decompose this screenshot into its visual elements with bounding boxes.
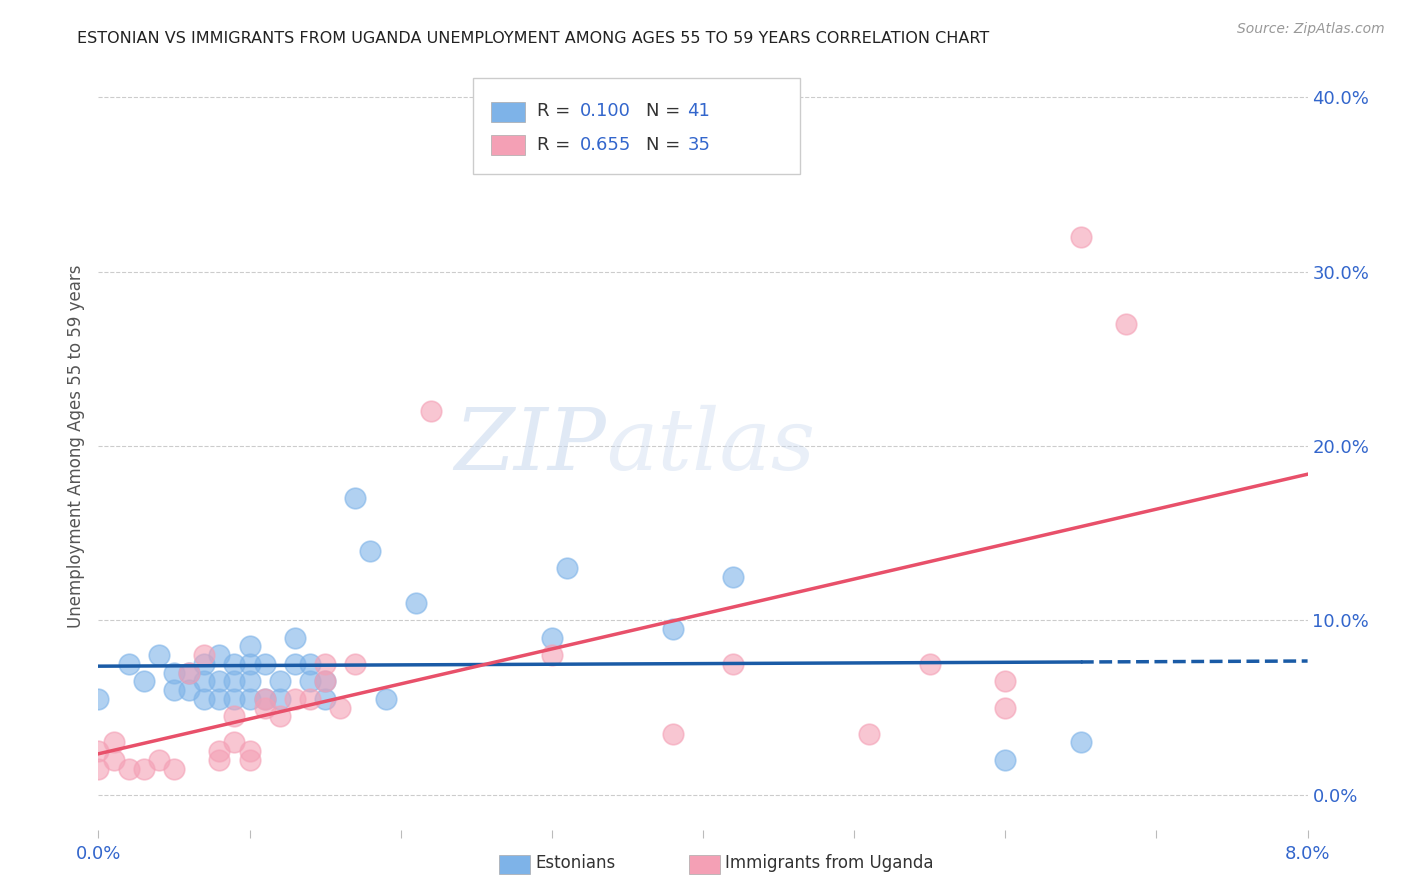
Text: ZIP: ZIP — [454, 405, 606, 487]
Point — [284, 691, 307, 706]
Point — [193, 648, 215, 663]
FancyBboxPatch shape — [474, 78, 800, 174]
Point — [224, 657, 246, 671]
Point — [239, 744, 262, 758]
Text: 0.655: 0.655 — [579, 136, 631, 153]
Point — [253, 700, 276, 714]
Point — [723, 570, 745, 584]
Point — [405, 596, 427, 610]
Point — [87, 744, 110, 758]
Text: 0.100: 0.100 — [579, 102, 630, 120]
Point — [374, 691, 396, 706]
Point — [329, 700, 352, 714]
Point — [269, 674, 291, 689]
Point — [239, 674, 262, 689]
Point — [118, 762, 141, 776]
Point — [163, 683, 186, 698]
Point — [540, 648, 562, 663]
Point — [239, 691, 262, 706]
Point — [1115, 317, 1137, 331]
Point — [723, 657, 745, 671]
Point — [87, 691, 110, 706]
Point — [163, 665, 186, 680]
Point — [148, 753, 170, 767]
Text: atlas: atlas — [606, 405, 815, 487]
Point — [269, 709, 291, 723]
Point — [163, 762, 186, 776]
Point — [540, 631, 562, 645]
Point — [193, 691, 215, 706]
Text: N =: N = — [647, 136, 686, 153]
Point — [253, 691, 276, 706]
Point — [193, 657, 215, 671]
Point — [555, 561, 578, 575]
Text: Source: ZipAtlas.com: Source: ZipAtlas.com — [1237, 22, 1385, 37]
Point — [314, 674, 336, 689]
Point — [208, 753, 231, 767]
Point — [224, 674, 246, 689]
Point — [179, 683, 201, 698]
Point — [344, 657, 367, 671]
Text: N =: N = — [647, 102, 686, 120]
Point — [314, 657, 336, 671]
Point — [193, 674, 215, 689]
Point — [148, 648, 170, 663]
Point — [314, 674, 336, 689]
FancyBboxPatch shape — [492, 136, 526, 155]
Text: R =: R = — [537, 136, 576, 153]
Point — [314, 691, 336, 706]
Point — [239, 753, 262, 767]
Point — [299, 674, 322, 689]
Point — [661, 726, 683, 740]
Point — [132, 762, 155, 776]
Point — [208, 691, 231, 706]
Point — [118, 657, 141, 671]
Point — [208, 674, 231, 689]
Point — [1070, 735, 1092, 749]
Point — [918, 657, 941, 671]
Point — [253, 657, 276, 671]
Point — [269, 691, 291, 706]
Point — [344, 491, 367, 506]
Point — [299, 691, 322, 706]
Point — [224, 709, 246, 723]
Text: Immigrants from Uganda: Immigrants from Uganda — [725, 855, 934, 872]
Text: ESTONIAN VS IMMIGRANTS FROM UGANDA UNEMPLOYMENT AMONG AGES 55 TO 59 YEARS CORREL: ESTONIAN VS IMMIGRANTS FROM UGANDA UNEMP… — [77, 31, 990, 46]
Point — [208, 648, 231, 663]
Point — [1070, 229, 1092, 244]
Point — [253, 691, 276, 706]
Point — [179, 665, 201, 680]
Point — [284, 657, 307, 671]
Point — [994, 753, 1017, 767]
Point — [208, 744, 231, 758]
Text: R =: R = — [537, 102, 576, 120]
Point — [858, 726, 880, 740]
Point — [132, 674, 155, 689]
Point — [360, 543, 382, 558]
Y-axis label: Unemployment Among Ages 55 to 59 years: Unemployment Among Ages 55 to 59 years — [66, 264, 84, 628]
Point — [239, 657, 262, 671]
Point — [284, 631, 307, 645]
Point — [103, 753, 125, 767]
Point — [103, 735, 125, 749]
Point — [224, 735, 246, 749]
Point — [224, 691, 246, 706]
Point — [87, 762, 110, 776]
Point — [420, 404, 443, 418]
Point — [994, 674, 1017, 689]
Point — [299, 657, 322, 671]
Text: 41: 41 — [688, 102, 710, 120]
Point — [994, 700, 1017, 714]
Point — [239, 640, 262, 654]
Point — [179, 665, 201, 680]
Text: Estonians: Estonians — [536, 855, 616, 872]
Text: 35: 35 — [688, 136, 710, 153]
Point — [661, 622, 683, 636]
FancyBboxPatch shape — [492, 102, 526, 121]
